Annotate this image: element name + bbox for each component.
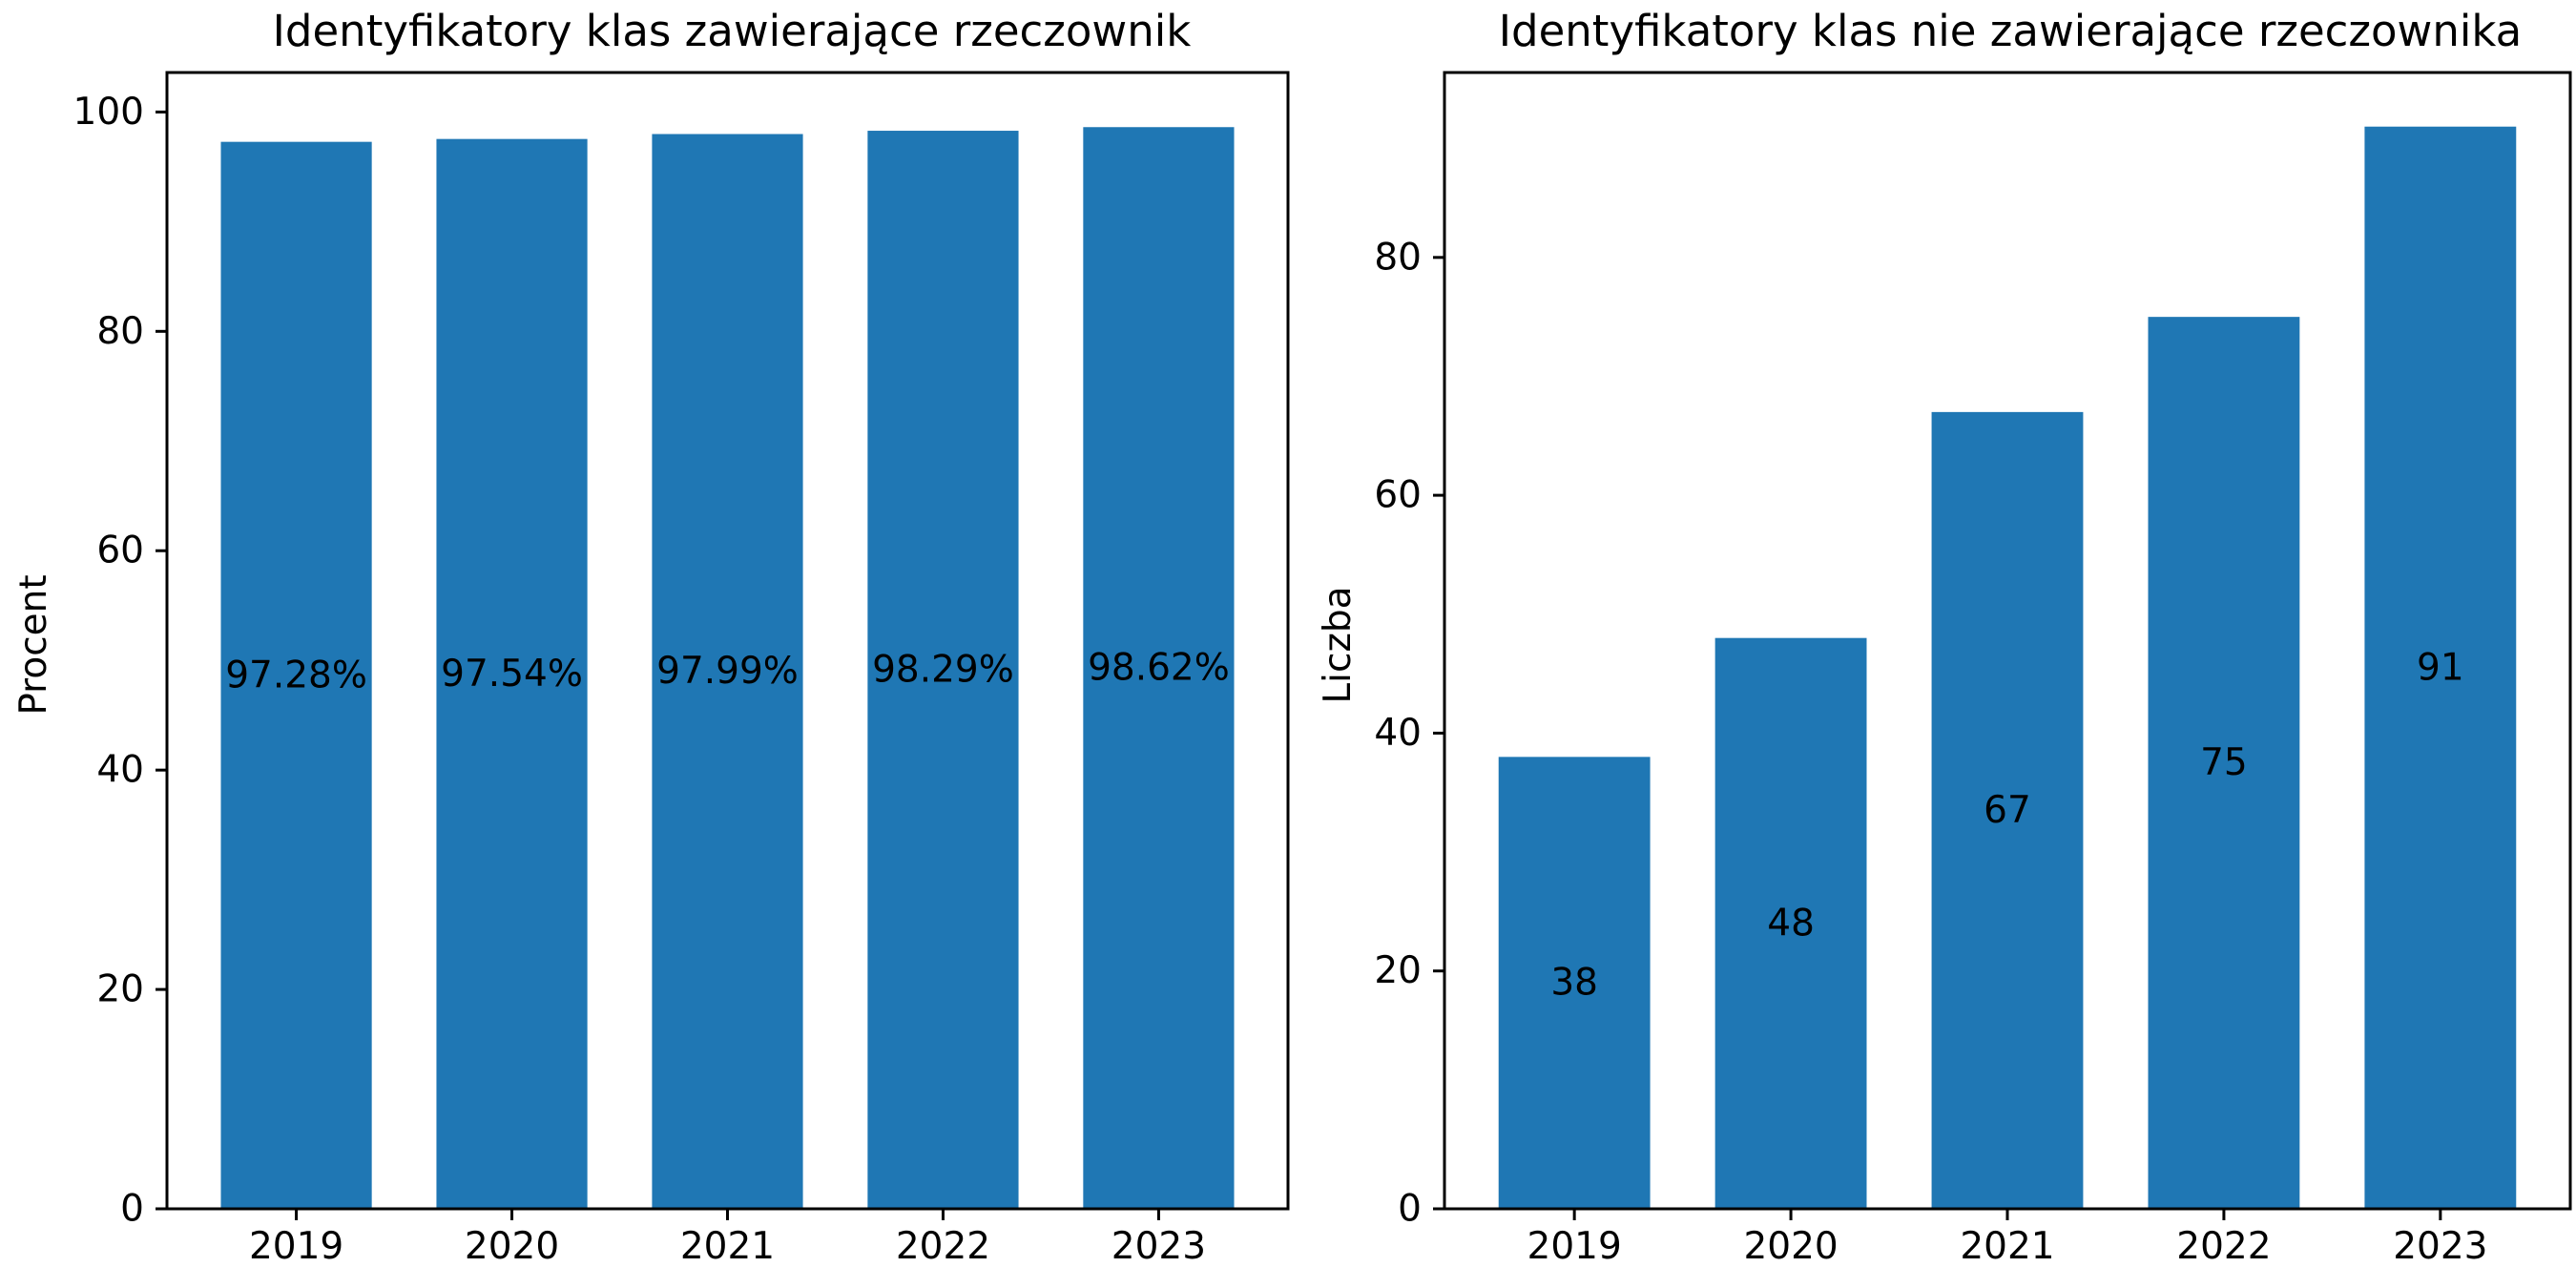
x-axis-ticks: 2019 2020 2021 2022 2023	[1527, 1209, 2487, 1268]
bars	[1498, 126, 2517, 1210]
y-tick-label: 100	[73, 91, 144, 134]
chart-title: Identyfikatory klas zawierające rzeczown…	[273, 6, 1192, 56]
bar-2020	[436, 138, 588, 1209]
bar-value-label: 98.62%	[1088, 647, 1230, 690]
x-tick-label: 2022	[2176, 1225, 2271, 1268]
y-axis-label: Procent	[12, 574, 55, 715]
bar-2022	[867, 131, 1019, 1210]
x-tick-label: 2019	[249, 1225, 343, 1268]
bar-2020	[1714, 637, 1867, 1209]
x-tick-label: 2023	[1111, 1225, 1206, 1268]
bar-2023	[2364, 126, 2517, 1210]
bars	[220, 127, 1235, 1210]
bar-2022	[2148, 317, 2300, 1209]
x-tick-label: 2022	[896, 1225, 990, 1268]
y-tick-label: 60	[96, 530, 144, 572]
bar-2019	[1498, 757, 1651, 1209]
bar-2019	[220, 141, 372, 1209]
y-tick-label: 80	[1374, 236, 1422, 279]
y-axis-label: Liczba	[1317, 586, 1360, 703]
bar-value-label: 97.28%	[225, 654, 367, 696]
bar-value-label: 97.99%	[656, 650, 799, 693]
bar-2021	[652, 134, 803, 1209]
y-tick-label: 80	[96, 310, 144, 353]
plot-frame	[165, 71, 1290, 1211]
y-tick-label: 20	[1374, 949, 1422, 992]
bar-value-label: 75	[2200, 741, 2248, 784]
bar-labels: 38 48 67 75 91	[1550, 646, 2463, 1004]
y-tick-label: 40	[1374, 712, 1422, 755]
x-tick-label: 2023	[2393, 1225, 2487, 1268]
x-tick-label: 2020	[465, 1225, 559, 1268]
y-tick-label: 40	[96, 749, 144, 792]
y-axis-ticks: 0 20 40 60 80	[1374, 236, 1444, 1231]
x-tick-label: 2021	[680, 1225, 775, 1268]
chart-panel-count: Identyfikatory klas nie zawierające rzec…	[1317, 6, 2572, 1268]
x-tick-label: 2019	[1527, 1225, 1622, 1268]
x-tick-label: 2021	[1960, 1225, 2054, 1268]
y-axis-ticks: 0 20 40 60 80 100	[73, 91, 167, 1231]
bar-2023	[1083, 127, 1235, 1210]
x-axis-ticks: 2019 2020 2021 2022 2023	[249, 1209, 1206, 1268]
x-tick-label: 2020	[1743, 1225, 1838, 1268]
chart-panel-percent: Identyfikatory klas zawierające rzeczown…	[12, 6, 1290, 1268]
bar-value-label: 97.54%	[441, 653, 583, 696]
bar-value-label: 91	[2417, 646, 2464, 689]
bar-value-label: 38	[1550, 962, 1598, 1005]
bar-value-label: 98.29%	[872, 649, 1014, 692]
y-tick-label: 20	[96, 968, 144, 1011]
y-tick-label: 60	[1374, 474, 1422, 517]
bar-2021	[1931, 411, 2084, 1209]
bar-value-label: 48	[1767, 902, 1815, 945]
y-tick-label: 0	[1398, 1188, 1422, 1231]
chart-title: Identyfikatory klas nie zawierające rzec…	[1499, 6, 2522, 56]
y-tick-label: 0	[120, 1188, 144, 1231]
bar-labels: 97.28% 97.54% 97.99% 98.29% 98.62%	[225, 647, 1230, 697]
plot-frame	[1443, 71, 2572, 1211]
bar-value-label: 67	[1984, 789, 2031, 832]
